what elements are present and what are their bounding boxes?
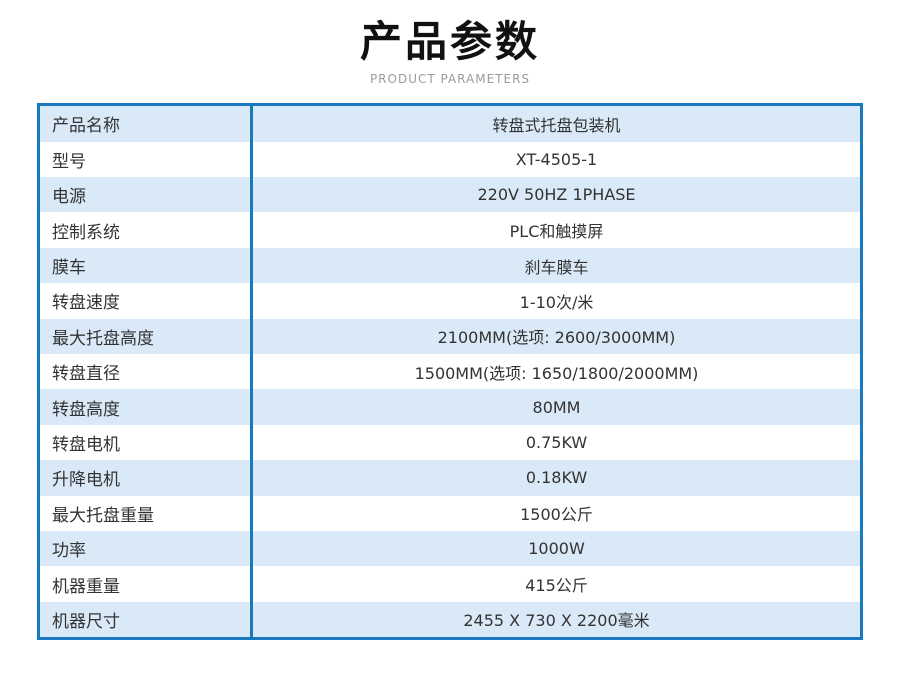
page-title: 产品参数 — [359, 17, 540, 66]
param-label: 功率 — [40, 530, 253, 567]
table-row: 转盘高度 80MM — [40, 389, 860, 425]
table-row: 转盘速度 1-10次/米 — [40, 283, 860, 319]
table-row: 功率 1000W — [40, 530, 860, 567]
param-label: 型号 — [40, 141, 253, 178]
parameters-table: 产品名称 转盘式托盘包装机型号 XT-4505-1 电源 220V 50HZ 1PHAS… — [37, 103, 863, 641]
table-row: 产品名称 转盘式托盘包装机 — [40, 106, 860, 142]
param-value: 415公斤 — [525, 576, 588, 596]
param-label: 最大托盘高度 — [40, 318, 253, 355]
param-value: 80MM — [532, 397, 581, 417]
param-label: 转盘高度 — [40, 389, 253, 425]
param-value: 1000W — [528, 539, 585, 559]
param-value: 2100MM(选项: 2600/3000MM) — [437, 328, 676, 348]
param-label: 产品名称 — [40, 106, 253, 142]
param-label: 机器尺寸 — [40, 601, 253, 638]
param-value: 1500公斤 — [520, 505, 593, 525]
param-value: PLC和触摸屏 — [509, 222, 604, 242]
table-row: 最大托盘重量 1500公斤 — [40, 495, 860, 531]
param-label: 转盘电机 — [40, 424, 253, 461]
param-value: 2455 X 730 X 2200毫米 — [463, 611, 650, 631]
table-row: 电源 220V 50HZ 1PHASE — [40, 177, 860, 213]
table-row: 控制系统 PLC和触摸屏 — [40, 212, 860, 248]
param-label: 电源 — [40, 177, 253, 213]
page-subtitle: PRODUCT PARAMETERS — [369, 72, 531, 87]
param-value: XT-4505-1 — [515, 149, 598, 169]
param-value: 转盘式托盘包装机 — [492, 115, 621, 135]
table-row: 升降电机 0.18KW — [40, 460, 860, 496]
page-header: 产品参数 PRODUCT PARAMETERS — [0, 0, 900, 86]
param-value: 1500MM(选项: 1650/1800/2000MM) — [414, 363, 699, 383]
param-value: 0.18KW — [525, 468, 588, 488]
table-row: 型号 XT-4505-1 — [40, 141, 860, 178]
table-row: 转盘电机 0.75KW — [40, 424, 860, 461]
param-value: 220V 50HZ 1PHASE — [477, 185, 636, 205]
param-label: 升降电机 — [40, 460, 253, 496]
param-label: 最大托盘重量 — [40, 495, 253, 531]
table-row: 转盘直径 1500MM(选项: 1650/1800/2000MM) — [40, 354, 860, 390]
table-row: 膜车 刹车膜车 — [40, 247, 860, 284]
param-label: 转盘直径 — [40, 354, 253, 390]
param-label: 控制系统 — [40, 212, 253, 248]
param-value: 刹车膜车 — [524, 257, 589, 277]
param-label: 膜车 — [40, 247, 253, 284]
param-value: 1-10次/米 — [519, 292, 594, 312]
param-label: 机器重量 — [40, 566, 253, 602]
table-row: 最大托盘高度 2100MM(选项: 2600/3000MM) — [40, 318, 860, 355]
param-value: 0.75KW — [525, 433, 588, 452]
table-row: 机器尺寸 2455 X 730 X 2200毫米 — [40, 601, 860, 638]
param-label: 转盘速度 — [40, 283, 253, 319]
table-row: 机器重量 415公斤 — [40, 566, 860, 602]
